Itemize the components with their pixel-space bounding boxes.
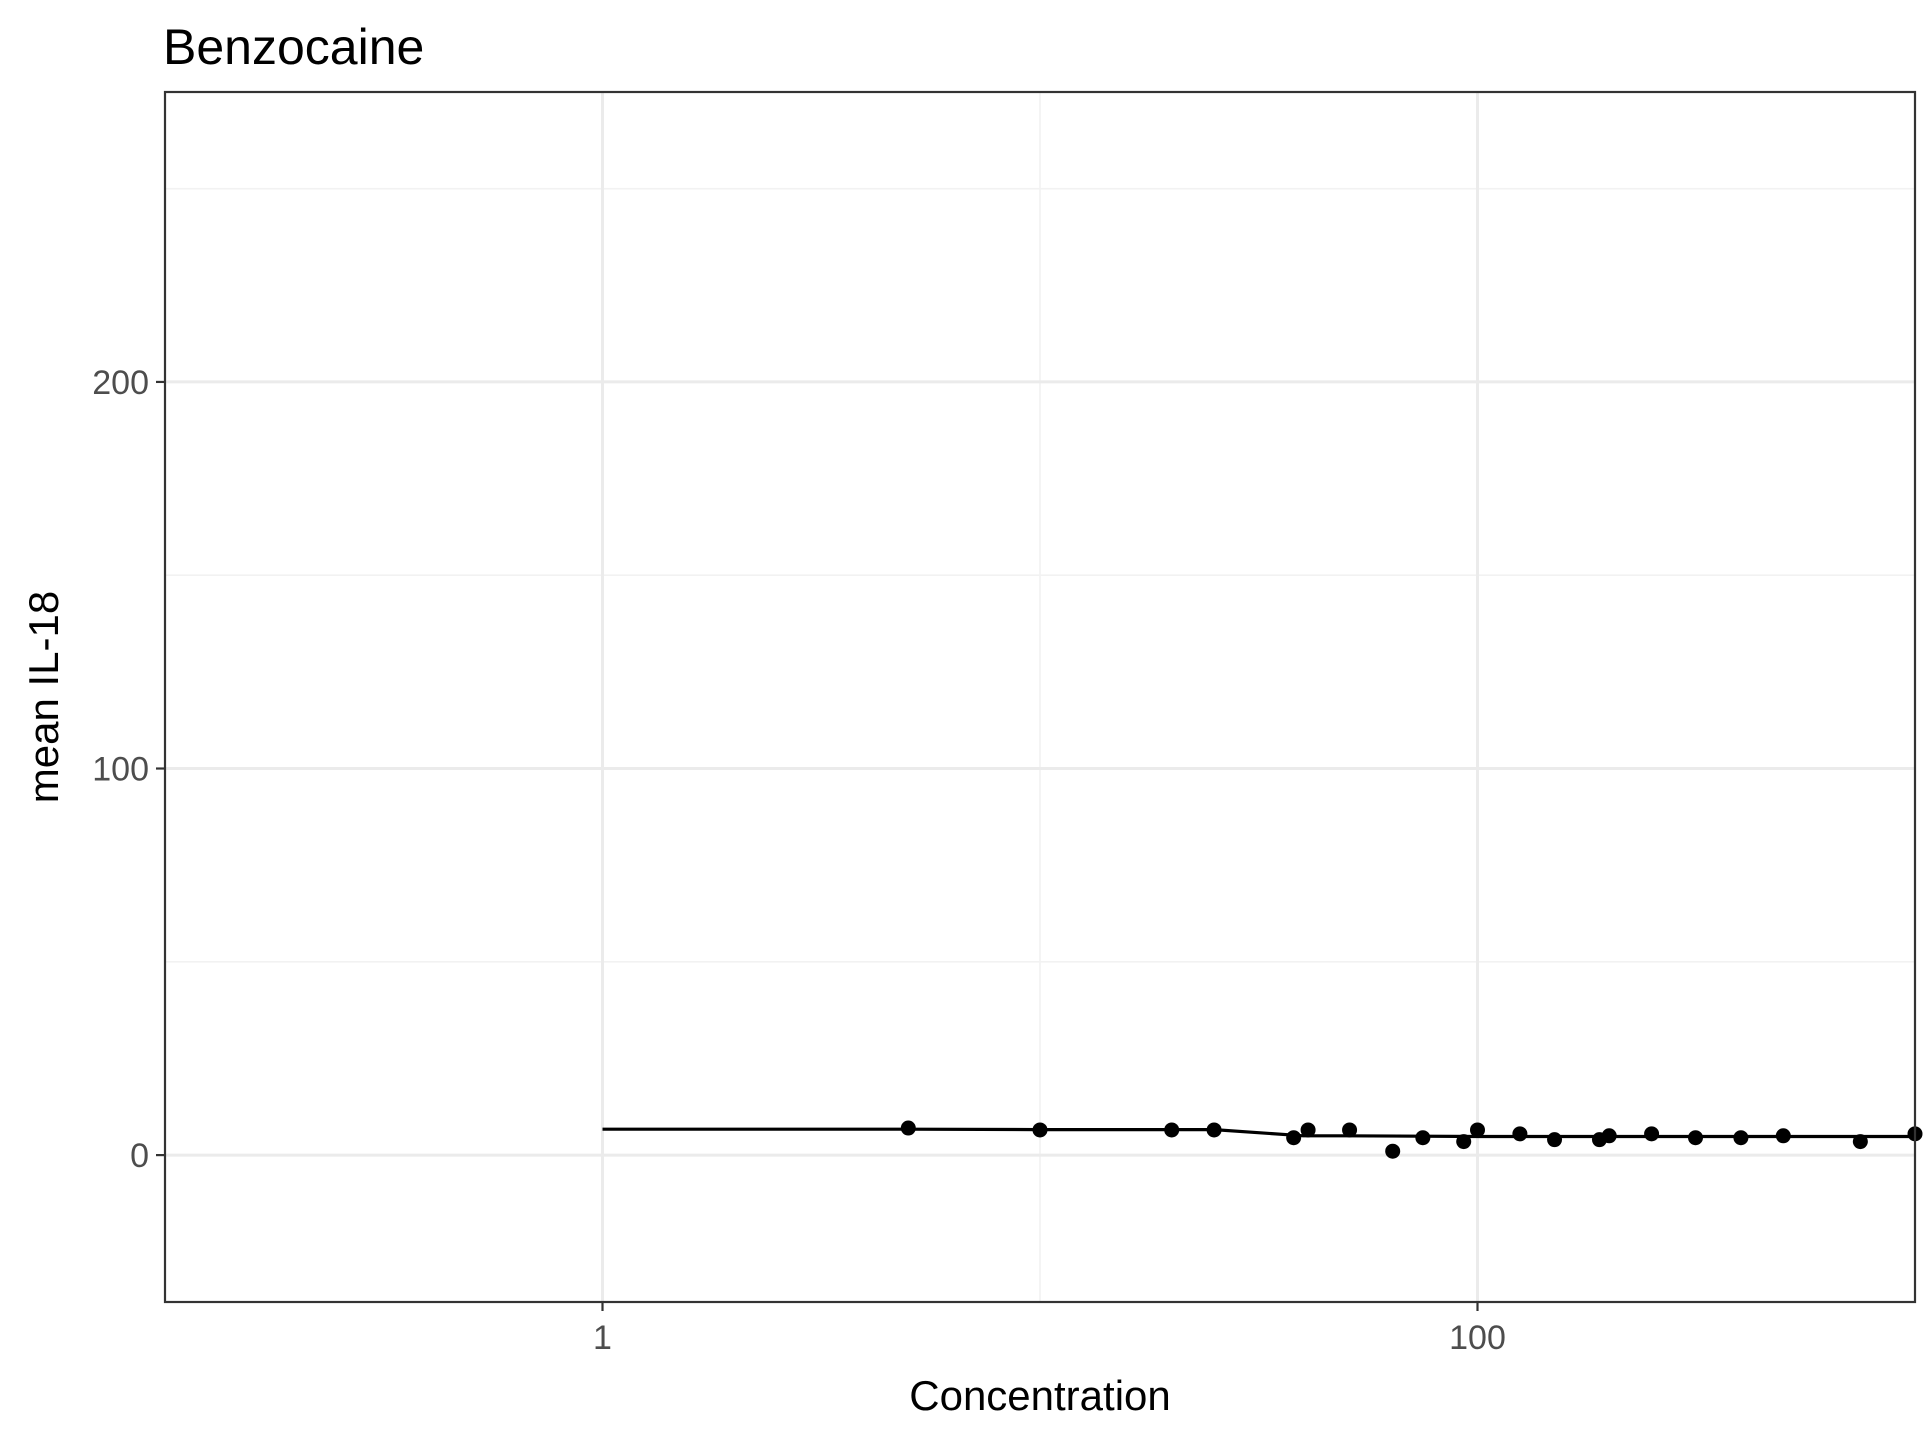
- data-point: [1286, 1130, 1302, 1146]
- data-point: [1206, 1122, 1222, 1138]
- data-point: [1342, 1122, 1358, 1138]
- x-tick-label: 100: [1449, 1319, 1506, 1357]
- data-point: [900, 1120, 916, 1136]
- x-axis-title: Concentration: [909, 1372, 1171, 1419]
- x-tick-label: 1: [593, 1319, 612, 1357]
- data-point: [1470, 1122, 1485, 1138]
- data-point: [1733, 1130, 1749, 1146]
- data-point: [1415, 1130, 1431, 1146]
- data-point: [1852, 1134, 1868, 1150]
- tick-layer: 0 100 200 1 100: [92, 364, 1506, 1357]
- data-point: [1601, 1128, 1617, 1144]
- data-point: [1688, 1130, 1704, 1146]
- data-point: [1164, 1122, 1180, 1138]
- data-point: [1032, 1122, 1048, 1138]
- y-tick-label: 0: [130, 1137, 149, 1175]
- panel-border: [163, 90, 1917, 1304]
- chart-title: Benzocaine: [163, 19, 424, 75]
- line-layer: [602, 1127, 1915, 1139]
- data-point: [1456, 1134, 1472, 1150]
- y-axis-title: mean IL-18: [20, 591, 67, 803]
- y-tick-label: 100: [92, 751, 149, 789]
- data-point: [1775, 1128, 1791, 1144]
- point-layer: [900, 1120, 1923, 1159]
- data-point: [1512, 1126, 1528, 1142]
- y-tick-label: 200: [92, 364, 149, 402]
- fit-curve: [602, 1127, 1915, 1139]
- data-point: [1644, 1126, 1660, 1142]
- data-point: [1300, 1122, 1316, 1138]
- data-point: [1547, 1132, 1563, 1148]
- data-point: [1385, 1143, 1401, 1159]
